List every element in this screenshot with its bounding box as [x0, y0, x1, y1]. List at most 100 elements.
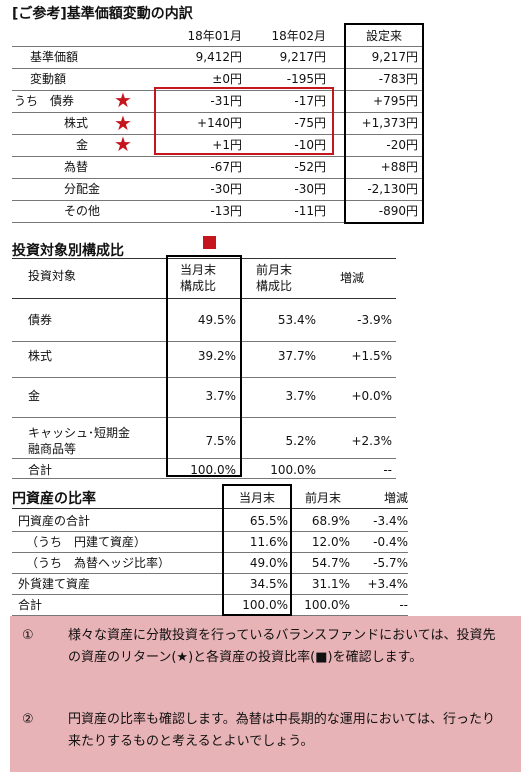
s1-bottom-line [12, 222, 424, 223]
section3-title: 円資産の比率 [12, 491, 96, 507]
s1-header-feb: 18年02月 [271, 29, 326, 43]
s2-header-current-1: 当月末 [180, 263, 217, 277]
s3-header-prev: 前月末 [304, 491, 341, 505]
s1-cell-since: +1,373円 [361, 116, 418, 130]
s1-row-line [12, 46, 424, 47]
s2-top-line [12, 258, 396, 259]
star-icon-gold: ★ [114, 132, 132, 156]
s3-cell-change: -3.4% [373, 514, 408, 528]
s3-row-label: （うち 円建て資産） [26, 535, 147, 549]
s2-current-highlight-box [166, 255, 242, 477]
s3-row-line [12, 594, 408, 595]
s2-header-line [12, 298, 396, 299]
note-text-1: 様々な資産に分散投資を行っているバランスファンドにおいては、投資先の資産のリター… [68, 628, 496, 665]
s2-cell-current: 49.5% [197, 313, 236, 327]
s1-row-label: 為替 [64, 160, 89, 174]
s3-row-line [12, 531, 408, 532]
s2-cell-change: +1.5% [351, 349, 392, 363]
s2-row-label: 債券 [28, 313, 53, 327]
s2-cell-prev: 100.0% [270, 463, 316, 477]
s1-header-since: 設定来 [365, 29, 402, 43]
s3-row-line [12, 552, 408, 553]
s1-cell-since: +795円 [373, 94, 418, 108]
star-icon-stock: ★ [114, 111, 132, 135]
red-highlight-box [154, 87, 334, 155]
s3-cell-change: +3.4% [367, 577, 408, 591]
s3-cell-current: 65.5% [249, 514, 288, 528]
red-square-icon [203, 236, 216, 249]
s2-row-label: 金 [28, 389, 41, 403]
s3-cell-change: -- [399, 598, 408, 612]
s1-cell-feb: -17円 [294, 94, 326, 108]
s1-cell-since: -783円 [378, 72, 418, 86]
s2-cell-prev: 53.4% [277, 313, 316, 327]
s3-header-line [12, 508, 408, 509]
s2-row-line [12, 341, 396, 342]
s2-cell-current: 3.7% [205, 389, 237, 403]
s1-row-line [12, 178, 424, 179]
s1-row-line [12, 68, 424, 69]
s3-cell-current: 34.5% [249, 577, 288, 591]
s1-cell-feb: -195円 [286, 72, 326, 86]
s2-header-target: 投資対象 [28, 269, 77, 283]
s2-row-line [12, 417, 396, 418]
s3-row-label: 円資産の合計 [18, 514, 91, 528]
s1-cell-feb: -30円 [294, 182, 326, 196]
s2-cell-change: +2.3% [351, 434, 392, 448]
s1-row-label: 基準価額 [30, 50, 79, 64]
s1-cell-jan: +140円 [197, 116, 242, 130]
s2-cell-current: 100.0% [190, 463, 236, 477]
s1-row-label: 株式 [64, 116, 89, 130]
s1-cell-since: 9,217円 [371, 50, 418, 64]
note-number-2: ② [22, 712, 34, 727]
s3-row-line [12, 615, 408, 616]
s1-cell-feb: -11円 [294, 204, 326, 218]
s1-row-label: うち 債券 [14, 94, 75, 108]
s1-cell-jan: -13円 [210, 204, 242, 218]
s1-cell-since: -890円 [378, 204, 418, 218]
s1-row-line [12, 134, 424, 135]
s3-row-label: 合計 [18, 598, 43, 612]
s3-header-change: 増減 [383, 491, 408, 505]
s2-cell-change: -- [383, 463, 392, 477]
s2-row-line [12, 478, 396, 479]
s3-cell-change: -0.4% [373, 535, 408, 549]
s1-cell-jan: ±0円 [212, 72, 242, 86]
s3-cell-current: 11.6% [249, 535, 288, 549]
note-number-1: ① [22, 628, 34, 643]
s2-header-current-2: 構成比 [180, 279, 217, 293]
s1-since-highlight-box [344, 23, 424, 224]
s3-header-current: 当月末 [238, 491, 275, 505]
s3-row-label: （うち 為替ヘッジ比率） [26, 556, 171, 570]
s2-cell-change: -3.9% [357, 313, 392, 327]
s3-row-label: 外貨建て資産 [18, 577, 91, 591]
s1-cell-since: -2,130円 [367, 182, 418, 196]
s2-cell-change: +0.0% [351, 389, 392, 403]
s2-row-label: 株式 [28, 349, 53, 363]
s2-cell-prev: 3.7% [285, 389, 317, 403]
s1-cell-jan: +1円 [212, 138, 242, 152]
s2-header-prev-1: 前月末 [256, 263, 293, 277]
s1-header-jan: 18年01月 [187, 29, 242, 43]
s1-cell-feb: 9,217円 [279, 50, 326, 64]
s2-row-label-2: 融商品等 [28, 442, 77, 456]
s2-header-change: 増減 [340, 271, 365, 285]
note-text-2: 円資産の比率も確認します。為替は中長期的な運用においては、行ったり来たりするもの… [68, 712, 496, 749]
s1-cell-jan: -67円 [210, 160, 242, 174]
s3-cell-prev: 54.7% [311, 556, 350, 570]
s3-cell-current: 49.0% [249, 556, 288, 570]
section1-title: [ご参考]基準価額変動の内訳 [12, 6, 193, 22]
star-icon-bond: ★ [114, 88, 132, 112]
s2-cell-prev: 5.2% [285, 434, 317, 448]
s3-cell-prev: 100.0% [304, 598, 350, 612]
s1-cell-feb: -75円 [294, 116, 326, 130]
s3-cell-current: 100.0% [242, 598, 288, 612]
s1-cell-feb: -52円 [294, 160, 326, 174]
s1-row-label: 変動額 [30, 72, 67, 86]
s2-header-prev-2: 構成比 [256, 279, 293, 293]
s2-row-label: 合計 [28, 463, 53, 477]
s1-cell-since: -20円 [386, 138, 418, 152]
s3-cell-prev: 12.0% [311, 535, 350, 549]
s1-cell-jan: 9,412円 [195, 50, 242, 64]
s1-cell-jan: -31円 [210, 94, 242, 108]
